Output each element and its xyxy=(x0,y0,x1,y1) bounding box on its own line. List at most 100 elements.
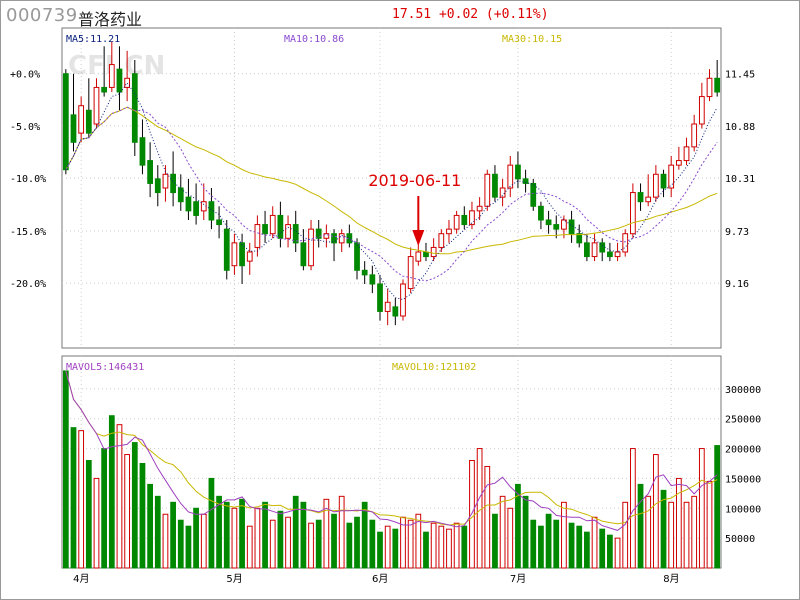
stock-code: 000739 xyxy=(6,5,78,26)
volume-bar xyxy=(308,522,314,569)
candle-body xyxy=(108,64,115,88)
mavol10-line xyxy=(65,370,718,526)
candle-body xyxy=(85,109,92,134)
candle-body xyxy=(675,160,682,166)
ma30-legend: MA30:10.15 xyxy=(502,34,562,45)
candle-body xyxy=(300,242,307,267)
volume-bar xyxy=(323,498,330,569)
volume-bar xyxy=(407,519,414,569)
candle-body xyxy=(522,178,529,184)
percent-tick-label: -10.0% xyxy=(10,174,46,185)
candle-body xyxy=(185,196,192,212)
volume-bar xyxy=(545,513,552,569)
candle-body xyxy=(116,68,123,93)
month-label: 4月 xyxy=(73,573,89,585)
volume-bar xyxy=(170,501,176,569)
price-change: 17.51 +0.02 (+0.11%) xyxy=(392,7,549,22)
volume-bar xyxy=(660,489,667,569)
candle-body xyxy=(200,201,207,212)
candle-body xyxy=(93,86,100,125)
volume-bar xyxy=(185,525,192,569)
volume-bar xyxy=(200,513,207,569)
candle-body xyxy=(492,173,498,198)
candle-body xyxy=(131,73,138,143)
volume-bar xyxy=(576,525,583,569)
volume-bar xyxy=(315,519,322,569)
candle-body xyxy=(400,283,406,317)
candle-body xyxy=(361,269,368,276)
candle-body xyxy=(691,123,698,148)
volume-bar xyxy=(361,501,368,569)
volume-bar xyxy=(85,460,92,569)
volume-bar xyxy=(698,448,705,569)
candle-body xyxy=(476,205,483,212)
ma5-legend: MA5:11.21 xyxy=(66,34,120,45)
candle-body xyxy=(78,105,85,134)
candle-body xyxy=(239,242,245,267)
volume-bar xyxy=(231,507,238,569)
volume-bar xyxy=(354,516,360,569)
month-label: 8月 xyxy=(663,573,679,585)
candle-body xyxy=(369,274,376,285)
price-tick-label: 10.31 xyxy=(725,174,755,185)
volume-bar xyxy=(70,427,77,569)
candle-body xyxy=(269,214,276,235)
volume-bar xyxy=(714,445,721,569)
candle-body xyxy=(392,306,399,317)
volume-bar xyxy=(607,534,613,569)
price-tick-label: 9.73 xyxy=(725,227,749,238)
candle-body xyxy=(254,224,261,248)
candle-body xyxy=(515,164,521,180)
volume-bar xyxy=(300,501,307,569)
volume-bar xyxy=(446,528,452,569)
volume-bar xyxy=(469,460,475,569)
candle-body xyxy=(453,214,460,230)
price-tick-label: 10.88 xyxy=(725,122,755,133)
volume-bar xyxy=(277,510,284,569)
volume-tick-label: 250000 xyxy=(725,415,761,426)
volume-bar xyxy=(292,495,299,569)
volume-bar xyxy=(614,537,621,569)
volume-bar xyxy=(101,448,108,569)
volume-bar xyxy=(93,477,100,569)
volume-bar xyxy=(62,370,69,569)
volume-bar xyxy=(400,516,406,569)
volume-bar xyxy=(438,525,445,569)
volume-bar xyxy=(538,525,544,569)
candle-body xyxy=(660,173,667,189)
mavol5-legend: MAVOL5:146431 xyxy=(66,362,144,373)
volume-bar xyxy=(131,442,138,569)
volume-bar xyxy=(246,525,253,569)
candle-body xyxy=(308,228,314,267)
candle-body xyxy=(354,242,360,271)
candle-body xyxy=(407,256,414,290)
volume-bar xyxy=(193,507,199,569)
volume-bar xyxy=(369,519,376,569)
volume-tick-label: 200000 xyxy=(725,445,761,456)
volume-tick-label: 50000 xyxy=(725,534,755,545)
candle-body xyxy=(62,73,69,171)
percent-tick-label: -20.0% xyxy=(10,279,46,290)
candle-body xyxy=(246,251,253,262)
candle-body xyxy=(683,146,690,162)
annotation-arrow-head xyxy=(412,230,425,246)
volume-bar xyxy=(507,507,514,569)
volume-bar xyxy=(645,495,652,569)
volume-bar xyxy=(584,531,590,569)
candle-body xyxy=(139,137,146,166)
volume-bar xyxy=(515,483,521,569)
volume-bar xyxy=(208,477,215,569)
volume-bar xyxy=(691,495,698,569)
volume-bar xyxy=(139,462,146,569)
mavol10-legend: MAVOL10:121102 xyxy=(392,362,476,373)
percent-tick-label: +0.0% xyxy=(10,70,40,81)
candle-body xyxy=(614,251,621,258)
volume-bar xyxy=(591,516,598,569)
volume-bar xyxy=(239,498,245,569)
candle-body xyxy=(277,214,284,239)
ma30-line xyxy=(65,106,718,255)
candle-body xyxy=(645,196,652,203)
volume-bar xyxy=(346,522,353,569)
candle-body xyxy=(377,283,383,312)
